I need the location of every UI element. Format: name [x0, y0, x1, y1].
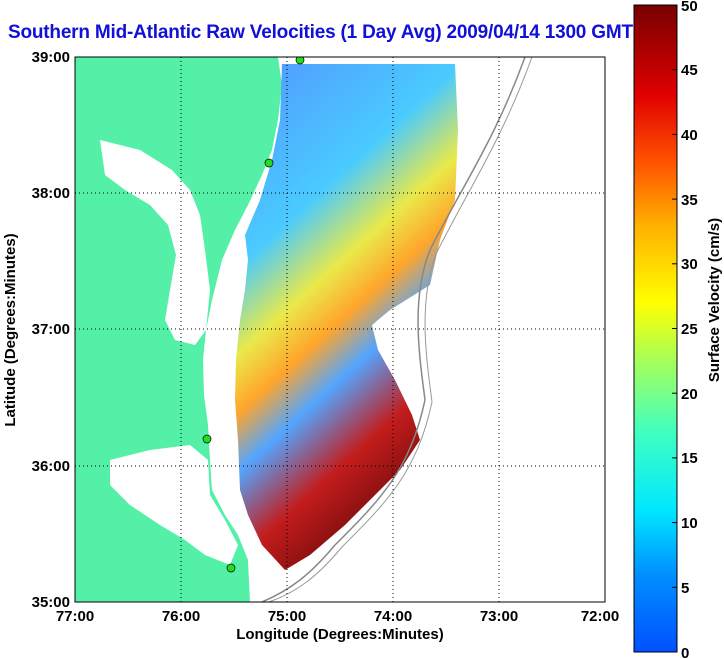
lon-tick-labels: 77:00 76:00 75:00 74:00 73:00 72:00	[56, 608, 619, 625]
map-axes	[74, 56, 606, 603]
isobath-line	[268, 57, 533, 602]
pamlico-sound	[110, 445, 238, 565]
lon-tick-label: 76:00	[162, 608, 200, 625]
lat-tick-label: 36:00	[32, 458, 70, 475]
colorbar-tick-label: 30	[681, 256, 698, 273]
station-marker	[226, 563, 236, 573]
lon-tick-label: 73:00	[480, 608, 518, 625]
colorbar: 50 45 40 35 30 25 20 15 10 5 0 Surface V…	[633, 0, 723, 659]
lon-tick-label: 77:00	[56, 608, 94, 625]
station-marker	[295, 57, 305, 65]
velocity-field	[235, 64, 458, 570]
station-marker	[264, 158, 274, 168]
colorbar-tick-label: 40	[681, 127, 698, 144]
chesapeake-bay	[100, 140, 210, 345]
colorbar-gradient	[633, 4, 678, 653]
isobath-line	[261, 57, 526, 602]
lat-tick-label: 37:00	[32, 321, 70, 338]
colorbar-tick-label: 15	[681, 450, 698, 467]
colorbar-tick-label: 25	[681, 321, 698, 338]
lat-tick-labels: 39:00 38:00 37:00 36:00 35:00	[32, 49, 70, 611]
y-axis-label: Latitude (Degrees:Minutes)	[2, 233, 19, 426]
lat-tick-label: 39:00	[32, 49, 70, 66]
colorbar-tick-label: 0	[681, 645, 689, 659]
lon-tick-label: 75:00	[268, 608, 306, 625]
colorbar-label: Surface Velocity (cm/s)	[706, 218, 723, 382]
colorbar-tick-label: 20	[681, 386, 698, 403]
colorbar-tick-label: 5	[681, 580, 689, 597]
map-title: Southern Mid-Atlantic Raw Velocities (1 …	[8, 22, 633, 43]
colorbar-tick-label: 10	[681, 515, 698, 532]
lat-tick-label: 38:00	[32, 185, 70, 202]
grid-lines	[75, 57, 605, 602]
lon-tick-label: 72:00	[581, 608, 619, 625]
station-marker	[202, 434, 212, 444]
lon-tick-label: 74:00	[374, 608, 412, 625]
colorbar-tick-label: 50	[681, 0, 698, 15]
colorbar-tick-label: 45	[681, 62, 698, 79]
lat-tick-label: 35:00	[32, 594, 70, 611]
colorbar-tick-marks	[672, 4, 677, 588]
x-axis-label: Longitude (Degrees:Minutes)	[236, 626, 444, 643]
colorbar-tick-label: 35	[681, 192, 698, 209]
plot-frame	[74, 56, 606, 603]
